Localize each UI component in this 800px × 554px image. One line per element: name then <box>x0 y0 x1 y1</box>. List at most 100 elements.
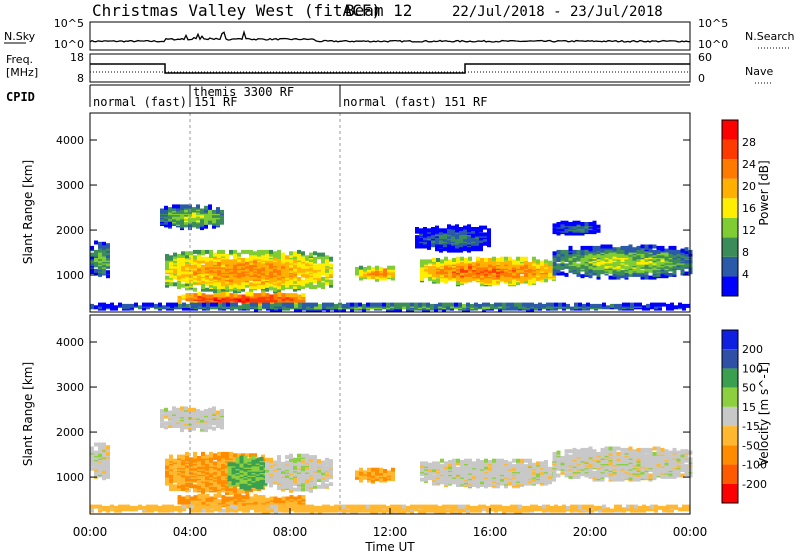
echo-cell <box>474 302 478 307</box>
echo-cell <box>233 286 237 291</box>
echo-cell <box>500 274 504 279</box>
echo-cell <box>251 455 256 460</box>
echo-cell <box>620 245 625 250</box>
echo-cell <box>301 487 305 492</box>
echo-cell <box>301 285 305 289</box>
echo-cell <box>468 458 472 463</box>
echo-cell <box>221 460 225 464</box>
echo-cell <box>216 219 220 224</box>
echo-cell <box>208 411 212 416</box>
echo-cell <box>317 484 321 489</box>
echo-cell <box>273 469 277 474</box>
echo-cell <box>241 249 245 254</box>
echo-cell <box>197 249 201 254</box>
echo-cell <box>201 249 205 254</box>
echo-cell <box>560 220 565 225</box>
echo-cell <box>317 255 321 260</box>
echo-cell <box>209 481 213 486</box>
echo-cell <box>185 500 190 505</box>
echo-cell <box>483 241 487 246</box>
echo-cell <box>186 306 190 311</box>
echo-cell <box>289 480 293 485</box>
echo-cell <box>479 225 483 230</box>
echo-cell <box>321 252 325 257</box>
echo-cell <box>486 302 490 307</box>
echo-cell <box>442 302 446 307</box>
echo-cell <box>313 482 317 487</box>
echo-cell <box>325 255 329 260</box>
echo-cell <box>222 302 226 307</box>
echo-cell <box>504 260 508 265</box>
echo-cell <box>415 235 419 240</box>
echo-cell <box>436 258 440 262</box>
echo-cell <box>548 266 552 271</box>
echo-cell <box>455 224 459 229</box>
echo-cell <box>431 227 435 231</box>
echo-cell <box>435 225 439 230</box>
echo-cell <box>165 473 169 478</box>
echo-cell <box>106 274 110 279</box>
echo-cell <box>508 276 512 281</box>
echo-cell <box>321 266 325 271</box>
echo-cell <box>194 302 198 307</box>
echo-cell <box>476 462 480 467</box>
echo-cell <box>204 411 208 416</box>
echo-cell <box>576 266 581 271</box>
echo-cell <box>375 471 379 476</box>
echo-cell <box>468 264 472 269</box>
echo-cell <box>532 256 536 261</box>
echo-cell <box>452 260 456 265</box>
echo-cell <box>594 303 598 308</box>
echo-cell <box>588 274 593 279</box>
echo-cell <box>428 266 432 271</box>
echo-cell <box>616 274 621 279</box>
echo-cell <box>444 478 448 483</box>
echo-cell <box>378 302 382 307</box>
echo-cell <box>556 231 561 236</box>
noise-left-tick-bottom: 10^0 <box>54 38 84 51</box>
echo-cell <box>420 461 424 466</box>
echo-cell <box>362 303 366 308</box>
echo-cell <box>330 302 334 307</box>
echo-cell <box>201 454 205 459</box>
echo-cell <box>102 442 106 447</box>
echo-cell <box>106 270 110 275</box>
echo-cell <box>313 268 317 273</box>
echo-cell <box>359 268 363 273</box>
echo-cell <box>169 483 173 487</box>
echo-cell <box>233 266 237 271</box>
echo-cell <box>98 241 102 246</box>
echo-cell <box>235 474 240 479</box>
echo-cell <box>106 468 110 473</box>
echo-cell <box>182 306 186 311</box>
echo-cell <box>472 481 476 486</box>
power-ylabel: Slant Range [km] <box>21 160 35 264</box>
echo-cell <box>580 274 585 279</box>
echo-cell <box>229 278 233 283</box>
echo-cell <box>596 228 601 233</box>
echo-cell <box>678 302 682 307</box>
echo-cell <box>321 460 325 465</box>
echo-cell <box>181 484 185 489</box>
nave-tick-bottom: 0 <box>698 72 705 85</box>
echo-cell <box>604 249 609 254</box>
echo-cell <box>209 451 213 456</box>
echo-cell <box>277 289 281 294</box>
echo-cell <box>168 410 172 415</box>
echo-cell <box>500 256 504 261</box>
echo-cell <box>231 478 236 483</box>
echo-cell <box>451 228 455 233</box>
echo-cell <box>422 302 426 307</box>
echo-cell <box>448 259 452 264</box>
echo-cell <box>514 302 518 307</box>
echo-cell <box>596 224 601 229</box>
echo-cell <box>560 255 565 260</box>
echo-cell <box>354 302 358 307</box>
echo-cell <box>452 458 456 463</box>
echo-cell <box>358 305 362 310</box>
echo-cell <box>475 232 479 237</box>
echo-cell <box>478 303 482 308</box>
echo-cell <box>596 264 601 269</box>
echo-cell <box>176 407 180 412</box>
